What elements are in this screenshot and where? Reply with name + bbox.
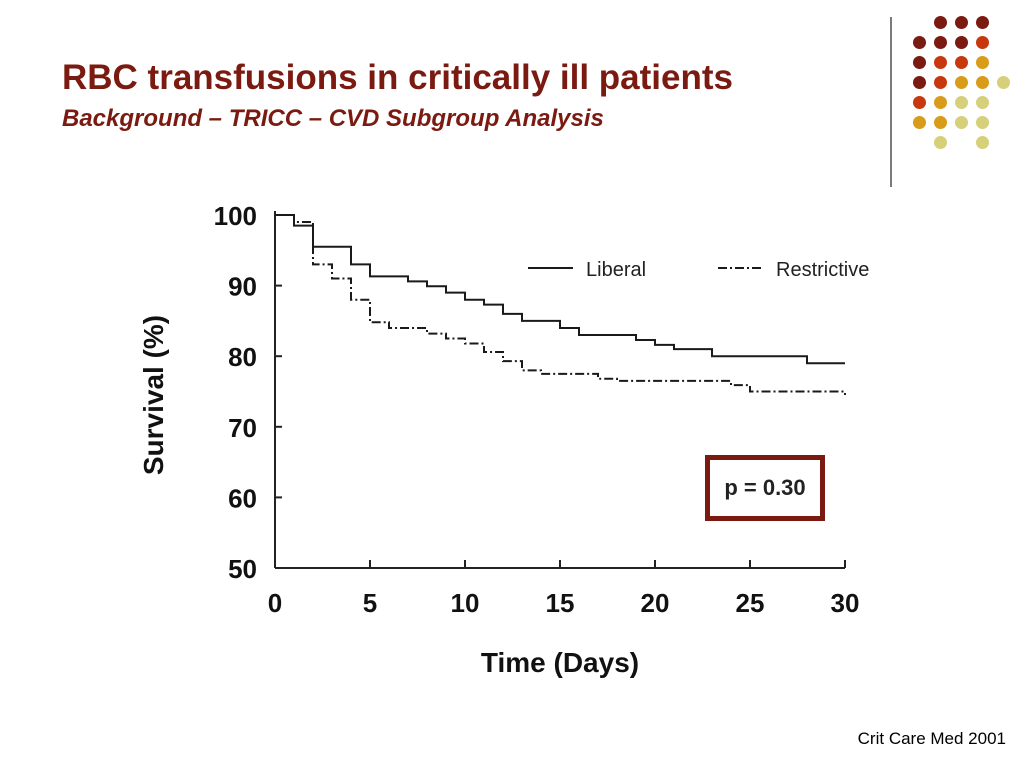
decor-divider bbox=[890, 17, 892, 187]
y-tick-label: 70 bbox=[228, 413, 257, 443]
y-axis-label: Survival (%) bbox=[138, 315, 169, 475]
decor-dot bbox=[955, 76, 968, 89]
decor-dot bbox=[976, 76, 989, 89]
legend-label-restrictive: Restrictive bbox=[776, 259, 869, 281]
decor-dot bbox=[976, 16, 989, 29]
citation: Crit Care Med 2001 bbox=[857, 729, 1006, 748]
x-tick-label: 10 bbox=[451, 588, 480, 618]
x-tick-label: 25 bbox=[736, 588, 765, 618]
decor-dot bbox=[913, 76, 926, 89]
x-tick-label: 30 bbox=[831, 588, 860, 618]
decor-dot bbox=[934, 56, 947, 69]
decor-dot bbox=[934, 96, 947, 109]
decor-dot bbox=[955, 36, 968, 49]
y-tick-label: 90 bbox=[228, 272, 257, 302]
decor-dot bbox=[934, 36, 947, 49]
decor-dot bbox=[913, 56, 926, 69]
decor-dot bbox=[976, 96, 989, 109]
y-tick-label: 50 bbox=[228, 554, 257, 584]
decor-dot bbox=[955, 96, 968, 109]
decor-dot bbox=[913, 116, 926, 129]
legend-label-liberal: Liberal bbox=[586, 259, 646, 281]
y-tick-label: 100 bbox=[214, 201, 257, 231]
series-line-restrictive bbox=[275, 214, 846, 396]
series-line-liberal bbox=[275, 214, 845, 365]
slide-title: RBC transfusions in critically ill patie… bbox=[62, 58, 733, 97]
slide-subtitle: Background – TRICC – CVD Subgroup Analys… bbox=[62, 105, 604, 132]
decor-dot bbox=[976, 56, 989, 69]
y-tick-label: 60 bbox=[228, 483, 257, 513]
decor-dot bbox=[955, 16, 968, 29]
x-tick-label: 20 bbox=[641, 588, 670, 618]
decor-dot bbox=[955, 56, 968, 69]
x-tick-label: 15 bbox=[546, 588, 575, 618]
decor-dot bbox=[976, 116, 989, 129]
x-tick-label: 0 bbox=[268, 588, 282, 618]
decor-dot bbox=[934, 136, 947, 149]
decor-dot bbox=[934, 76, 947, 89]
x-axis-label: Time (Days) bbox=[481, 647, 639, 678]
decor-dot bbox=[934, 16, 947, 29]
decor-dot bbox=[976, 136, 989, 149]
decor-dot bbox=[955, 116, 968, 129]
decor-dot bbox=[976, 36, 989, 49]
p-value-box: p = 0.30 bbox=[705, 455, 825, 521]
y-tick-label: 80 bbox=[228, 342, 257, 372]
decor-dot bbox=[913, 36, 926, 49]
decor-dot bbox=[934, 116, 947, 129]
decor-dot bbox=[997, 76, 1010, 89]
p-value-label: p = 0.30 bbox=[724, 475, 806, 500]
x-tick-label: 5 bbox=[363, 588, 377, 618]
decor-dot bbox=[913, 96, 926, 109]
